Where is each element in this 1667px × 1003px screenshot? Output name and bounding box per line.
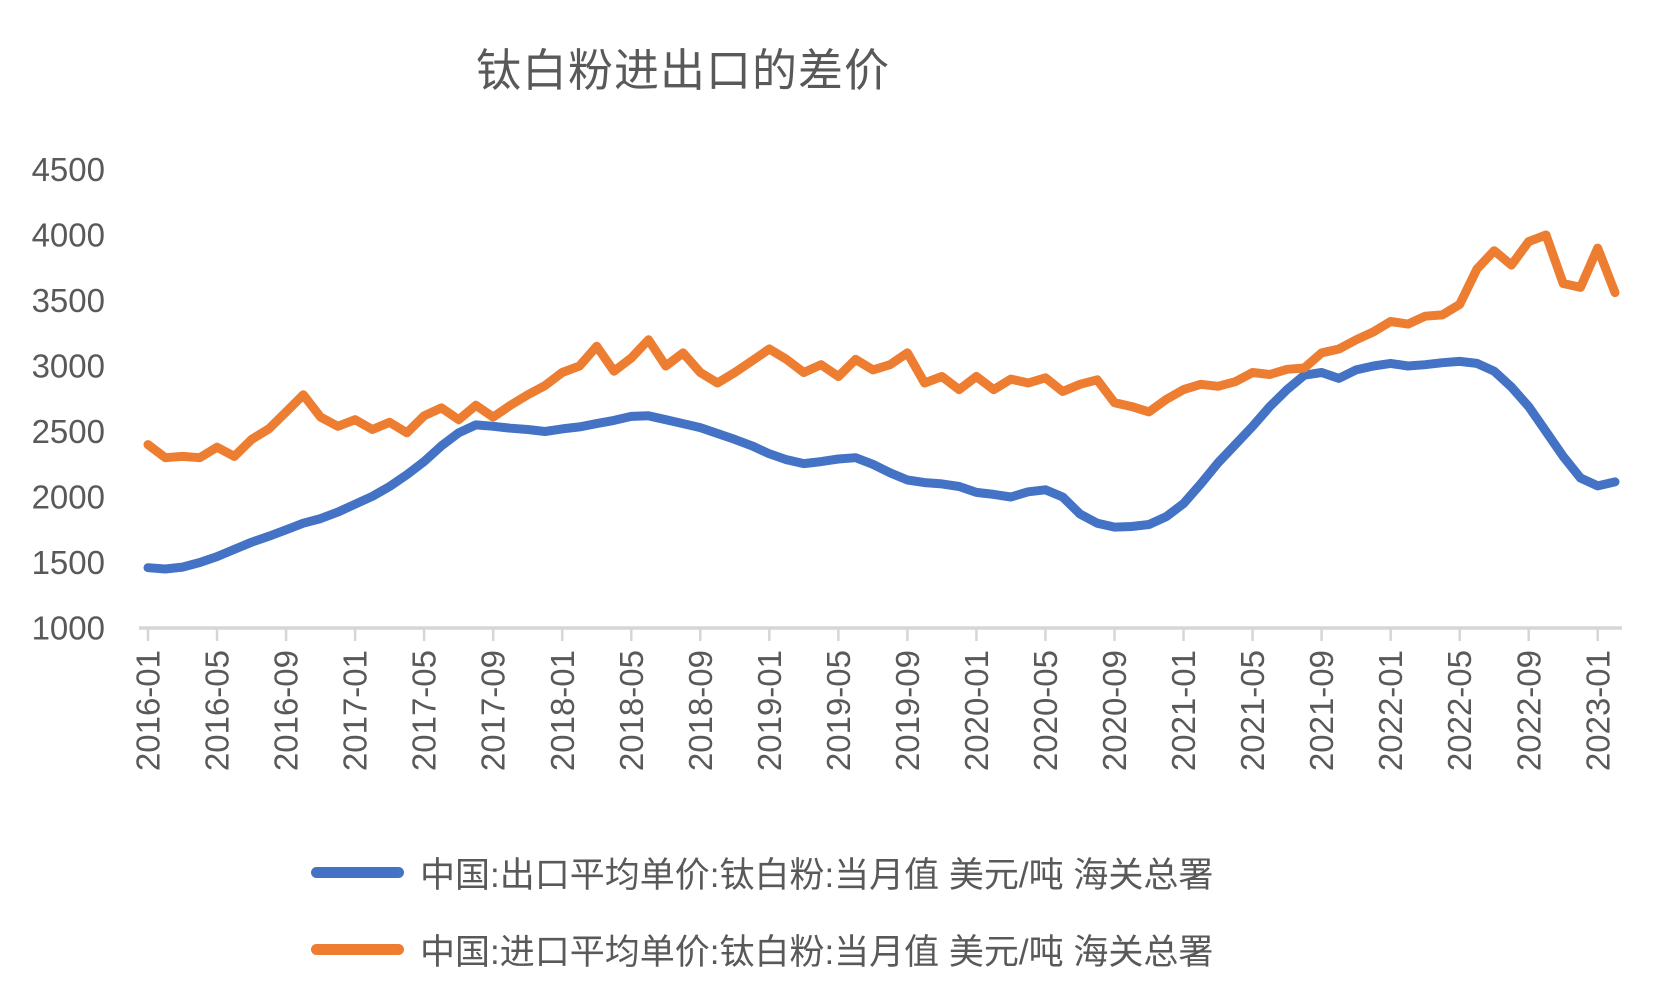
y-axis-label: 4000 — [32, 217, 105, 254]
x-axis-label: 2022-01 — [1372, 650, 1409, 771]
x-axis-label: 2016-05 — [199, 650, 236, 771]
y-axis-label: 1000 — [32, 610, 105, 647]
y-axis-label: 1500 — [32, 544, 105, 581]
y-axis-label: 3500 — [32, 282, 105, 319]
x-axis-label: 2022-09 — [1510, 650, 1547, 771]
export-line-label: 中国:出口平均单价:钛白粉:当月值 美元/吨 海关总署 — [420, 856, 1214, 895]
x-axis-label: 2017-09 — [475, 650, 512, 771]
y-axis-label: 2000 — [32, 479, 105, 516]
x-axis-label: 2021-09 — [1303, 650, 1340, 771]
x-axis-label: 2023-01 — [1579, 650, 1616, 771]
x-axis-label: 2018-01 — [544, 650, 581, 771]
import-line-swatch — [311, 944, 404, 955]
y-axis-label: 2500 — [32, 413, 105, 450]
x-axis-label: 2020-09 — [1096, 650, 1133, 771]
chart-title: 钛白粉进出口的差价 — [475, 45, 891, 96]
x-axis-label: 2016-01 — [130, 650, 167, 771]
x-axis-label: 2020-01 — [958, 650, 995, 771]
legend-item-import: 中国:进口平均单价:钛白粉:当月值 美元/吨 海关总署 — [311, 930, 1213, 972]
x-axis-label: 2017-05 — [406, 650, 443, 771]
x-axis-label: 2021-05 — [1234, 650, 1271, 771]
x-axis-label: 2020-05 — [1027, 650, 1064, 771]
x-axis-label: 2021-01 — [1165, 650, 1202, 771]
x-axis-label: 2019-05 — [820, 650, 857, 771]
y-axis-label: 4500 — [32, 151, 105, 188]
legend-item-export: 中国:出口平均单价:钛白粉:当月值 美元/吨 海关总署 — [311, 853, 1213, 895]
y-axis-label: 3000 — [32, 348, 105, 385]
x-axis-label: 2017-01 — [337, 650, 374, 771]
x-axis-label: 2019-01 — [751, 650, 788, 771]
x-axis-label: 2018-09 — [682, 650, 719, 771]
x-axis-label: 2022-05 — [1441, 650, 1478, 771]
export-line-swatch — [311, 867, 404, 878]
import-line-label: 中国:进口平均单价:钛白粉:当月值 美元/吨 海关总署 — [420, 933, 1214, 972]
x-axis-label: 2019-09 — [889, 650, 926, 771]
export-line — [143, 356, 1620, 574]
import-line — [143, 230, 1620, 463]
x-axis-label: 2018-05 — [613, 650, 650, 771]
chart-legend: 中国:出口平均单价:钛白粉:当月值 美元/吨 海关总署 中国:进口平均单价:钛白… — [311, 853, 1213, 972]
x-axis-label: 2016-09 — [268, 650, 305, 771]
